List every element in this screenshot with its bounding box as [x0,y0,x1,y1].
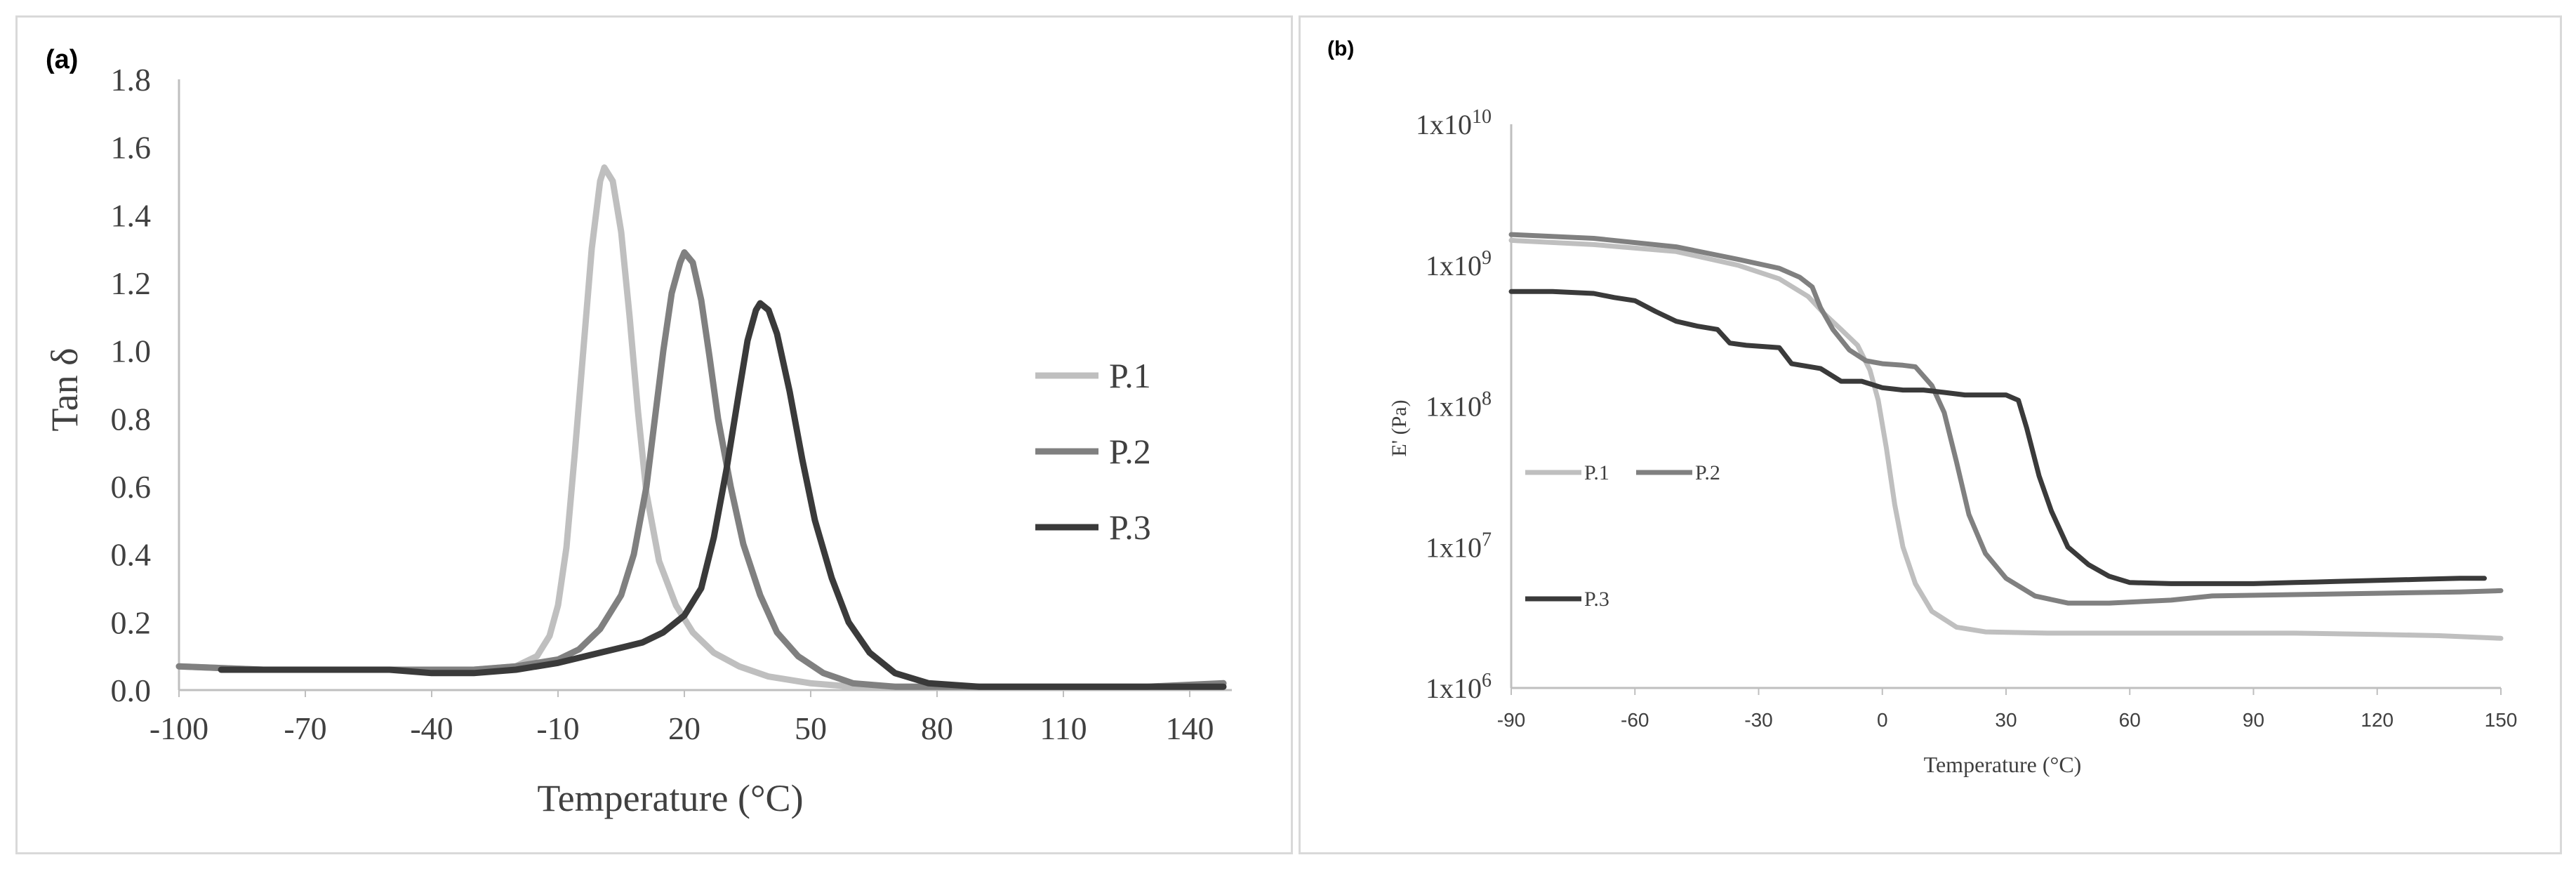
x-tick-label: -70 [284,710,326,746]
series-line-P.2 [175,249,1227,690]
x-axis-title: Temperature (°C) [1924,752,2082,777]
x-tick-label: 90 [2243,709,2264,731]
y-axis-title: E' (Pa) [1388,399,1411,456]
x-tick-label: -100 [150,710,208,746]
y-tick-label: 0.6 [111,469,152,505]
y-axis-title: Tan δ [44,347,86,431]
y-tick-label: 1.2 [111,265,152,301]
x-tick-label: 50 [795,710,827,746]
x-tick-label: 140 [1166,710,1214,746]
x-tick-label: 80 [921,710,953,746]
x-tick-label: -90 [1497,709,1525,731]
y-tick-label: 1x108 [1426,388,1492,423]
y-tick-label: 0.0 [111,673,152,708]
storage-modulus-chart: (b) 1x106 1x107 1x108 1x109 1x1010 -90 -60 -30 0 3… [1327,37,2518,777]
panel-label-a: (a) [46,45,78,74]
y-tick-label: 0.2 [111,604,152,640]
panel-label-b: (b) [1327,37,1354,60]
y-tick-label: 1.8 [111,62,152,98]
x-tick-label: 120 [2361,709,2394,731]
legend-label-P.2: P.2 [1695,461,1720,484]
series-line-P.1 [1508,237,2504,641]
legend-label-P.1: P.1 [1109,356,1151,395]
x-tick-label: 20 [668,710,701,746]
series-line-P.2 [1508,232,2504,606]
chart-panel-a: (a) 0.0 0.2 0.4 0.6 0.8 1.0 1.2 1.4 1.6 1.8 -100 -70… [15,15,1293,854]
x-tick-label: 0 [1877,709,1888,731]
series-line-P.1 [175,164,1227,690]
x-tick-label: 110 [1040,710,1087,746]
x-tick-label: 30 [1995,709,2017,731]
x-tick-label: -60 [1621,709,1649,731]
y-tick-label: 1x106 [1426,670,1492,704]
y-tick-label: 1.4 [111,197,152,233]
x-tick-label: 150 [2485,709,2518,731]
legend-label-P.3: P.3 [1584,588,1609,611]
series-line-P.3 [1508,289,2487,586]
x-tick-label: -40 [410,710,453,746]
chart-panel-b: (b) 1x106 1x107 1x108 1x109 1x1010 -90 -60 -30 0 3… [1299,15,2562,854]
y-tick-label: 1x1010 [1416,106,1492,140]
legend-label-P.3: P.3 [1109,508,1151,547]
x-tick-label: -30 [1744,709,1772,731]
y-tick-label: 0.4 [111,537,152,573]
y-tick-label: 1x109 [1426,247,1492,282]
tan-delta-chart: (a) 0.0 0.2 0.4 0.6 0.8 1.0 1.2 1.4 1.6 1.8 -100 -70… [44,45,1232,819]
legend-label-P.1: P.1 [1584,461,1609,484]
x-axis-title: Temperature (°C) [537,777,803,819]
y-tick-label: 1.6 [111,130,152,166]
legend-label-P.2: P.2 [1109,432,1151,471]
series-line-P.3 [218,300,1227,690]
x-tick-label: 60 [2119,709,2141,731]
y-tick-label: 0.8 [111,401,152,437]
x-tick-label: -10 [536,710,579,746]
y-tick-label: 1x107 [1426,529,1492,563]
y-tick-label: 1.0 [111,333,152,369]
